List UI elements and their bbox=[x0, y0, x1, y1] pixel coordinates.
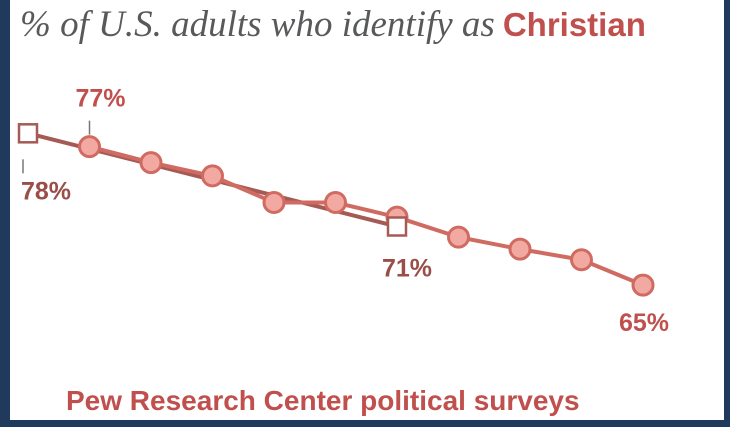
chart-frame: % of U.S. adults who identify as Christia… bbox=[10, 0, 724, 420]
political-point-3 bbox=[201, 164, 224, 188]
political-point-2 bbox=[139, 151, 163, 175]
trend-point-2 bbox=[386, 216, 408, 237]
political-point-9 bbox=[570, 248, 593, 272]
trend-data-label-0: 78% bbox=[21, 177, 71, 205]
line-chart: 77% 65% 78% 71% bbox=[17, 85, 669, 337]
political-point-10 bbox=[631, 273, 655, 297]
political-point-1 bbox=[78, 135, 101, 159]
chart-title: % of U.S. adults who identify as Christia… bbox=[20, 6, 646, 43]
political-survey-line bbox=[88, 144, 644, 287]
political-point-8 bbox=[508, 237, 532, 261]
chart-footer: Pew Research Center political surveys bbox=[66, 385, 580, 416]
political-point-7 bbox=[447, 225, 470, 249]
title-text: % of U.S. adults who identify as bbox=[20, 4, 495, 45]
political-point-4 bbox=[262, 191, 286, 215]
political-data-label-9: 65% bbox=[619, 309, 669, 337]
political-point-5 bbox=[324, 191, 347, 215]
political-data-label-0: 77% bbox=[76, 85, 126, 113]
trend-data-label-1: 71% bbox=[382, 255, 432, 283]
title-accent: Christian bbox=[502, 6, 646, 43]
trend-point-1 bbox=[17, 123, 39, 144]
